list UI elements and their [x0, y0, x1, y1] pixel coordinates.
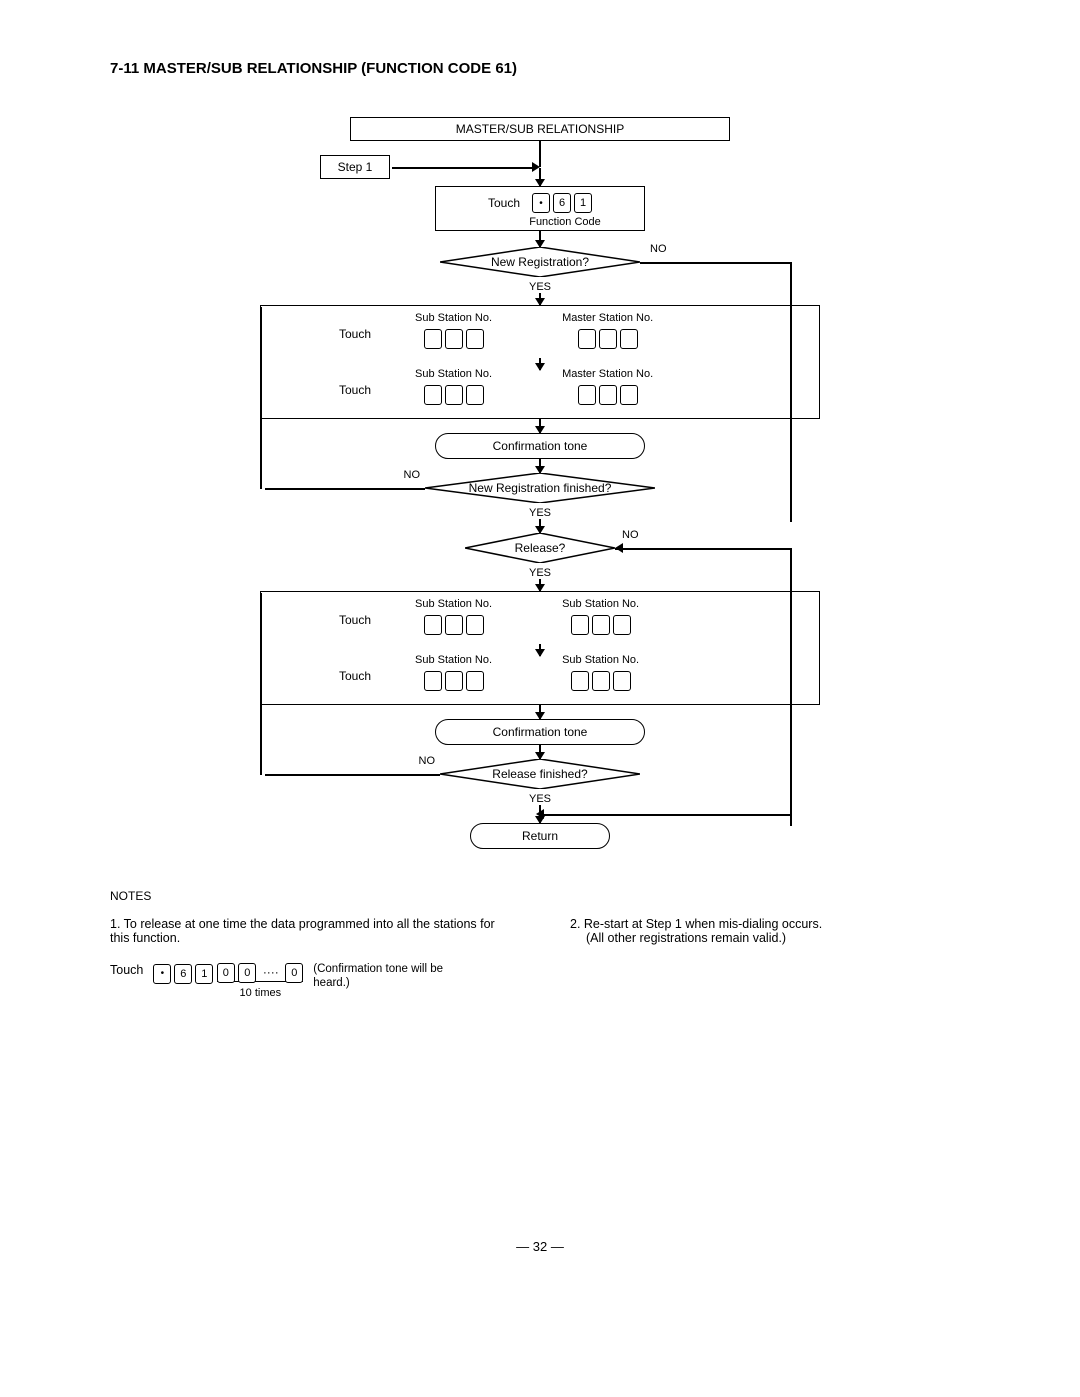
note1-conf: (Confirmation tone will be heard.)	[313, 963, 443, 991]
notes-section: NOTES 1. To release at one time the data…	[110, 889, 970, 999]
no-label: NO	[622, 529, 639, 541]
return-terminal: Return	[470, 823, 610, 849]
key-0: 0	[238, 963, 256, 983]
decision-release: Release? NO	[250, 533, 830, 565]
key-0: 0	[217, 963, 235, 983]
yes-label: YES	[250, 567, 830, 579]
func-code-label: Function Code	[492, 216, 638, 228]
touch-label: Touch	[488, 196, 520, 210]
note1-touch: Touch	[110, 963, 143, 977]
note-2b: (All other registrations remain valid.)	[570, 931, 970, 945]
confirm-tone-2: Confirmation tone	[435, 719, 645, 745]
key-dot	[153, 964, 171, 984]
key-6: 6	[174, 964, 192, 984]
no-label: NO	[404, 469, 421, 481]
yes-label: YES	[250, 793, 830, 805]
page-title: 7-11 MASTER/SUB RELATIONSHIP (FUNCTION C…	[110, 60, 970, 77]
ellipsis: ····	[260, 965, 282, 979]
decision-new-reg: New Registration? NO	[250, 247, 830, 279]
flow-header: MASTER/SUB RELATIONSHIP	[350, 117, 730, 141]
yes-label: YES	[250, 507, 830, 519]
note-1: 1. To release at one time the data progr…	[110, 917, 510, 945]
ten-times-label: 10 times	[217, 987, 303, 999]
key-dot	[532, 193, 550, 213]
key-6: 6	[553, 193, 571, 213]
no-label: NO	[650, 243, 667, 255]
flowchart: MASTER/SUB RELATIONSHIP Step 1 Touch 6 1…	[250, 117, 830, 849]
group-release: Touch Sub Station No. Sub Station No. To…	[260, 591, 820, 705]
confirm-tone-1: Confirmation tone	[435, 433, 645, 459]
yes-label: YES	[250, 281, 830, 293]
page-number: — 32 —	[110, 1239, 970, 1254]
key-1: 1	[574, 193, 592, 213]
notes-heading: NOTES	[110, 889, 970, 903]
touch-funccode: Touch 6 1 Function Code	[435, 186, 645, 231]
key-0: 0	[285, 963, 303, 983]
decision-newreg-finished: New Registration finished? NO	[250, 473, 830, 505]
decision-release-finished: Release finished? NO	[250, 759, 830, 791]
no-label: NO	[419, 755, 436, 767]
group-newreg: Touch Sub Station No. Master Station No.…	[260, 305, 820, 419]
note-2a: 2. Re-start at Step 1 when mis-dialing o…	[570, 917, 970, 931]
key-1: 1	[195, 964, 213, 984]
